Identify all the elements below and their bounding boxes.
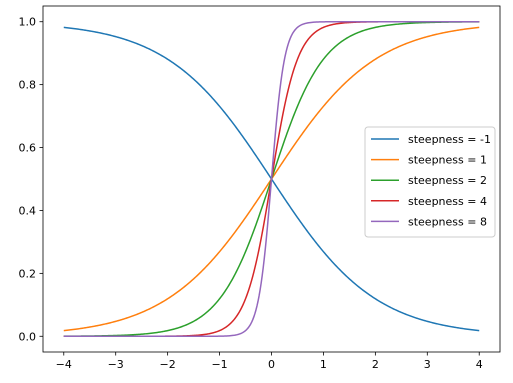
y-axis: 0.0 0.2 0.4 0.6 0.8 1.0 bbox=[19, 16, 43, 343]
x-tick-label: 0 bbox=[268, 358, 275, 371]
series-line-4 bbox=[63, 20, 480, 338]
y-tick-label: 0.0 bbox=[19, 330, 37, 343]
legend-label-3: steepness = 4 bbox=[408, 195, 487, 208]
x-tick-label: 3 bbox=[424, 358, 431, 371]
x-tick-label: 4 bbox=[476, 358, 483, 371]
x-tick-label: −4 bbox=[56, 358, 72, 371]
legend: steepness = -1 steepness = 1 steepness = 2… bbox=[364, 126, 496, 238]
plot-lines bbox=[63, 20, 480, 338]
y-tick-label: 1.0 bbox=[19, 16, 37, 29]
legend-label-1: steepness = 1 bbox=[408, 154, 487, 167]
y-tick-label: 0.4 bbox=[19, 204, 37, 217]
x-tick-label: −2 bbox=[160, 358, 176, 371]
legend-label-4: steepness = 8 bbox=[408, 215, 487, 228]
y-tick-label: 0.2 bbox=[19, 267, 37, 280]
x-axis: −4 −3 −2 −1 0 1 2 3 4 bbox=[56, 352, 483, 371]
legend-label-2: steepness = 2 bbox=[408, 174, 487, 187]
y-tick-label: 0.6 bbox=[19, 142, 37, 155]
legend-label-0: steepness = -1 bbox=[408, 133, 491, 146]
legend-box bbox=[364, 126, 496, 238]
x-tick-label: 2 bbox=[372, 358, 379, 371]
x-tick-label: −1 bbox=[211, 358, 227, 371]
x-tick-label: 1 bbox=[320, 358, 327, 371]
y-tick-label: 0.8 bbox=[19, 79, 37, 92]
x-tick-label: −3 bbox=[108, 358, 124, 371]
